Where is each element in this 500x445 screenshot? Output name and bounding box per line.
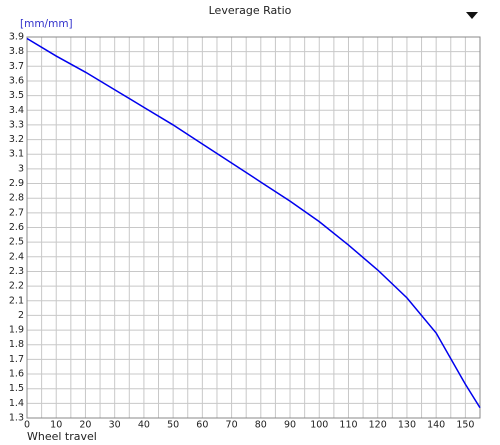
dropdown-toggle[interactable]: [466, 12, 478, 19]
y-tick-label: 2.1: [9, 295, 24, 306]
y-tick-label: 3.7: [9, 61, 24, 72]
y-tick-label: 2: [18, 310, 24, 321]
y-tick-label: 1.4: [9, 398, 24, 409]
y-tick-label: 1.7: [9, 354, 24, 365]
y-tick-label: 2.2: [9, 281, 24, 292]
x-tick-label: 70: [226, 420, 238, 431]
y-tick-label: 2.5: [9, 237, 24, 248]
x-tick-label: 130: [398, 420, 416, 431]
plot-frame: [26, 36, 481, 419]
x-tick-label: 10: [50, 420, 62, 431]
x-tick-label: 60: [196, 420, 208, 431]
x-tick-label: 0: [24, 420, 30, 431]
x-axis-label: Wheel travel: [27, 430, 97, 443]
y-tick-label: 1.8: [9, 339, 24, 350]
y-tick-label: 3: [18, 163, 24, 174]
x-tick-label: 140: [427, 420, 445, 431]
x-tick-label: 100: [310, 420, 328, 431]
y-tick-label: 3.8: [9, 46, 24, 57]
y-tick-label: 1.6: [9, 369, 24, 380]
x-tick-label: 110: [339, 420, 357, 431]
y-tick-label: 1.3: [9, 413, 24, 424]
x-tick-label: 150: [456, 420, 474, 431]
y-tick-label: 2.9: [9, 178, 24, 189]
x-tick-label: 20: [79, 420, 91, 431]
y-tick-label: 3.6: [9, 75, 24, 86]
chart-title: Leverage Ratio: [209, 4, 292, 17]
x-tick-label: 80: [255, 420, 267, 431]
y-tick-label: 2.7: [9, 207, 24, 218]
y-tick-label: 3.2: [9, 134, 24, 145]
y-tick-label: 2.4: [9, 251, 24, 262]
y-tick-label: 1.9: [9, 325, 24, 336]
y-tick-label: 2.8: [9, 193, 24, 204]
data-line: [26, 37, 481, 409]
y-tick-label: 2.3: [9, 266, 24, 277]
y-tick-label: 1.5: [9, 383, 24, 394]
x-tick-label: 30: [109, 420, 121, 431]
x-tick-label: 40: [138, 420, 150, 431]
y-tick-label: 3.4: [9, 105, 24, 116]
y-axis-label: [mm/mm]: [20, 18, 73, 30]
x-tick-label: 90: [284, 420, 296, 431]
y-tick-label: 3.9: [9, 32, 24, 43]
x-tick-label: 50: [167, 420, 179, 431]
y-tick-label: 3.1: [9, 149, 24, 160]
y-tick-label: 3.3: [9, 119, 24, 130]
y-tick-label: 2.6: [9, 222, 24, 233]
x-tick-label: 120: [369, 420, 387, 431]
y-tick-label: 3.5: [9, 90, 24, 101]
